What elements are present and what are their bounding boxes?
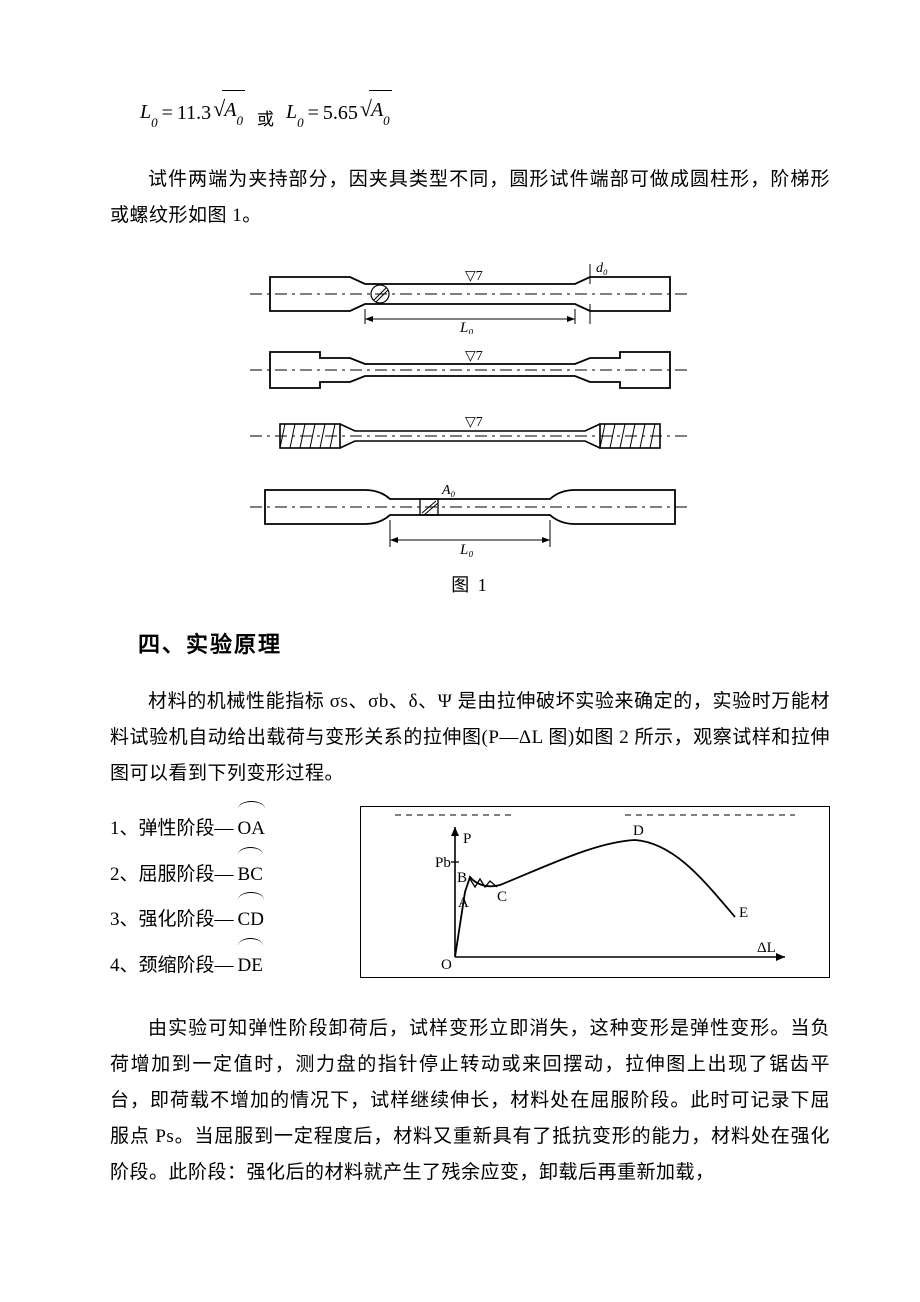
svg-text:d₀: d₀	[596, 261, 608, 276]
paragraph-2: 材料的机械性能指标 σs、σb、δ、Ψ 是由拉伸破坏实验来确定的，实验时万能材料…	[110, 684, 830, 792]
specimen-flat: A₀ L₀	[250, 472, 690, 562]
stage-item-2: 2、屈服阶段—BC	[110, 852, 340, 898]
stage-item-3: 3、强化阶段—CD	[110, 897, 340, 943]
coef-1: 11.3	[177, 94, 211, 132]
coef-2: 5.65	[323, 94, 358, 132]
figure-1: ▽7 d₀ L₀ ▽7	[250, 254, 690, 602]
chart-y-label: P	[463, 831, 471, 847]
stages-block: 1、弹性阶段—OA 2、屈服阶段—BC 3、强化阶段—CD 4、颈缩阶段—DE	[110, 806, 830, 988]
chart-pt-D: D	[633, 823, 644, 839]
svg-text:A₀: A₀	[441, 483, 456, 498]
chart-x-label: ΔL	[757, 940, 776, 956]
svg-text:L₀: L₀	[459, 320, 474, 334]
chart-origin: O	[441, 957, 452, 973]
eq-sign-1: =	[162, 94, 173, 132]
specimen-threaded: ▽7	[250, 406, 690, 466]
stage-item-1: 1、弹性阶段—OA	[110, 806, 340, 852]
formula-L-sym: L0	[140, 93, 158, 132]
paragraph-1: 试件两端为夹持部分，因夹具类型不同，圆形试件端部可做成圆柱形，阶梯形或螺纹形如图…	[110, 162, 830, 234]
nabla-label-1: ▽7	[465, 269, 483, 284]
sqrt-1: √ A0	[213, 90, 245, 132]
sqrt-2: √ A0	[360, 90, 392, 132]
specimen-stepped: ▽7	[250, 340, 690, 400]
specimen-cylindrical: ▽7 d₀ L₀	[250, 254, 690, 334]
formula-line: L0 = 11.3 √ A0 或 L0 = 5.65 √ A0	[110, 90, 830, 132]
nabla-label-2: ▽7	[465, 349, 483, 364]
eq-sign-2: =	[308, 94, 319, 132]
paragraph-3: 由实验可知弹性阶段卸荷后，试样变形立即消失，这种变形是弹性变形。当负荷增加到一定…	[110, 1011, 830, 1191]
stages-list: 1、弹性阶段—OA 2、屈服阶段—BC 3、强化阶段—CD 4、颈缩阶段—DE	[110, 806, 340, 988]
p-delta-l-chart: P Pb O ΔL A B C D E	[360, 806, 830, 978]
svg-text:L₀: L₀	[459, 542, 474, 558]
nabla-label-3: ▽7	[465, 415, 483, 430]
chart-pt-C: C	[497, 889, 507, 905]
chart-pt-E: E	[739, 905, 748, 921]
chart-pb-label: Pb	[435, 855, 451, 871]
figure-1-caption: 图 1	[250, 568, 690, 602]
section-4-title: 四、实验原理	[138, 624, 830, 666]
formula-L-sym-2: L0	[286, 93, 304, 132]
stage-item-4: 4、颈缩阶段—DE	[110, 943, 340, 989]
or-text: 或	[257, 104, 274, 136]
chart-pt-A: A	[458, 895, 469, 911]
chart-pt-B: B	[457, 870, 467, 886]
